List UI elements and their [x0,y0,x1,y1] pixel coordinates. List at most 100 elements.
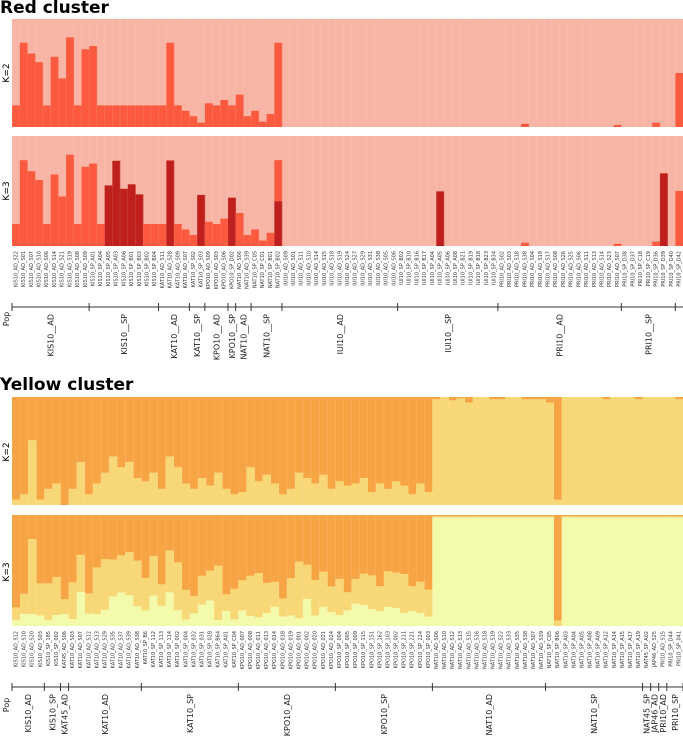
yellow-k2-bar [375,483,385,505]
yellow-k2-bar [68,488,77,505]
yellow-sample-label: KPO10_AD_018 [280,631,286,669]
red-sample-label: IUI10_AD_S15 [322,251,328,286]
yellow-sample-label: KPO10_AD_021 [321,631,327,669]
yellow-k3-bar [60,599,69,614]
yellow-k3-bar-c3 [440,517,449,626]
red-sample-label: PRI10_AD_S14 [600,251,606,287]
yellow-k3-bar [319,571,328,607]
red-k3-bar [81,166,90,246]
yellow-k2-bar [658,397,668,505]
yellow-k3-bar [585,516,595,518]
yellow-k3-bar-c3 [12,619,21,626]
yellow-k2-bar [343,485,352,505]
yellow-sample-label: NAT10_AD_S06 [434,631,440,669]
yellow-k2-bar [109,456,118,505]
red-sample-label: IUI10_SP_A05 [438,251,444,285]
red-sample-label: KIS10_SP_B01 [129,251,135,286]
yellow-k3-label: K=3 [2,562,12,581]
yellow-k3-bar [52,576,61,615]
red-sample-label: PRI10_AD_S08 [553,251,559,287]
yellow-k3-bar-c3 [44,620,53,626]
yellow-k3-bar [488,516,498,518]
red-sample-label: PRI10_AD_S07 [615,251,621,287]
yellow-k2-bar [165,456,174,505]
red-k2-bar [89,46,98,127]
red-k2-bar [166,42,175,128]
yellow-k3-bar [432,516,441,518]
yellow-k3-bar [359,573,369,605]
red-k2-bar [81,49,90,127]
yellow-sample-label: KAT10_SP_B6 [143,631,149,664]
yellow-pop-label: KAT45_AD [61,694,70,735]
red-sample-label: KPO10_AD_S03 [214,251,220,289]
yellow-k3-bar [173,562,183,610]
yellow-k3-bar [480,516,490,518]
red-sample-label: PRI10_AD_S25 [569,251,575,287]
yellow-sample-label: KPO10_SP_009 [353,631,359,668]
red-k3-bar [143,224,152,246]
red-sample-label: IUI10_AD_S29 [360,251,366,286]
yellow-sample-label: KPO10_AD_020 [313,631,319,669]
yellow-k2-bar [278,494,288,505]
yellow-k3-bar [270,581,280,607]
red-sample-label: NAT10_SP_C01 [260,251,266,288]
yellow-sample-label: KAT45_AD_S06 [62,631,68,668]
yellow-sample-label: NAT10_SP_C05 [547,631,553,668]
red-k3-bar [19,160,28,246]
yellow-k3-bar-c3 [416,613,425,626]
yellow-k2-bar [513,397,522,505]
yellow-sample-label: KAT10_SP_112 [151,631,157,667]
red-k2-bar [127,105,136,127]
yellow-k3-bar [674,516,683,518]
red-k3-bar-c3 [119,188,128,246]
red-sample-label: KIS10_SP_A06 [121,251,127,286]
red-sample-label: IUI10_SP_B23 [484,251,490,285]
yellow-k2-bar [100,472,110,505]
yellow-sample-label: PRI10_AD_S15 [660,631,666,667]
yellow-k3-bar [294,561,304,618]
yellow-sample-label: KIS10_AD_S20 [30,631,36,667]
yellow-sample-label: KPO10_SP_221 [410,631,416,668]
yellow-k3-bar-c3 [92,614,102,626]
yellow-k3-bar [230,588,239,620]
yellow-k2-bar [28,440,37,505]
yellow-k3-bar [383,571,393,607]
yellow-k2-bar [359,478,369,505]
yellow-k2-bar [44,488,53,505]
yellow-k2-bar [602,399,611,505]
red-sample-label: PRI10_AD_S04 [530,251,536,287]
yellow-pop-label: PRI10_SP [671,694,680,731]
yellow-k3-bar-c3 [60,613,69,626]
yellow-sample-label: KAT10_AD_S37 [119,631,125,668]
yellow-k3-bar-c3 [367,609,377,626]
yellow-k2-bar [92,483,102,505]
yellow-k3-bar [246,575,255,616]
yellow-k3-bar-c3 [505,517,514,626]
yellow-k2-bar [642,397,651,505]
yellow-sample-label: NAT10_AD_S16 [474,631,480,669]
yellow-sample-label: NAT45_SP_A02 [644,631,650,668]
red-k2-bar [181,110,190,127]
yellow-k3-bar-c3 [577,517,587,626]
yellow-k3-bar-c3 [658,517,668,626]
yellow-pop-label: KIS10_SP [48,694,57,731]
yellow-pop-label: JAP46_AD [651,694,660,733]
red-cluster-title: Red cluster [0,0,109,18]
yellow-k3-bar [189,595,199,614]
red-sample-label: IUI10_SP_B17 [422,251,428,285]
red-sample-label: KIS10_SP_B03 [137,251,143,286]
yellow-k3-bar [12,607,21,620]
red-pop-label: PRI10__AD [556,314,565,357]
yellow-k3-bar-c3 [206,600,215,626]
yellow-k3-bar-c3 [76,592,86,626]
yellow-sample-label: KAT10_SP_B64 [216,631,222,668]
red-pop-label: NAT10__AD [239,314,248,360]
yellow-sample-label: KIS10_AD_S03 [38,631,44,667]
red-k2-bar [19,42,28,128]
yellow-k2-bar [480,397,490,505]
yellow-k3-bar-c3 [173,609,183,626]
yellow-k2-bar [383,488,393,505]
yellow-k2-bar [488,399,498,505]
yellow-k2-bar [52,483,61,505]
yellow-k3-bar [650,516,660,518]
